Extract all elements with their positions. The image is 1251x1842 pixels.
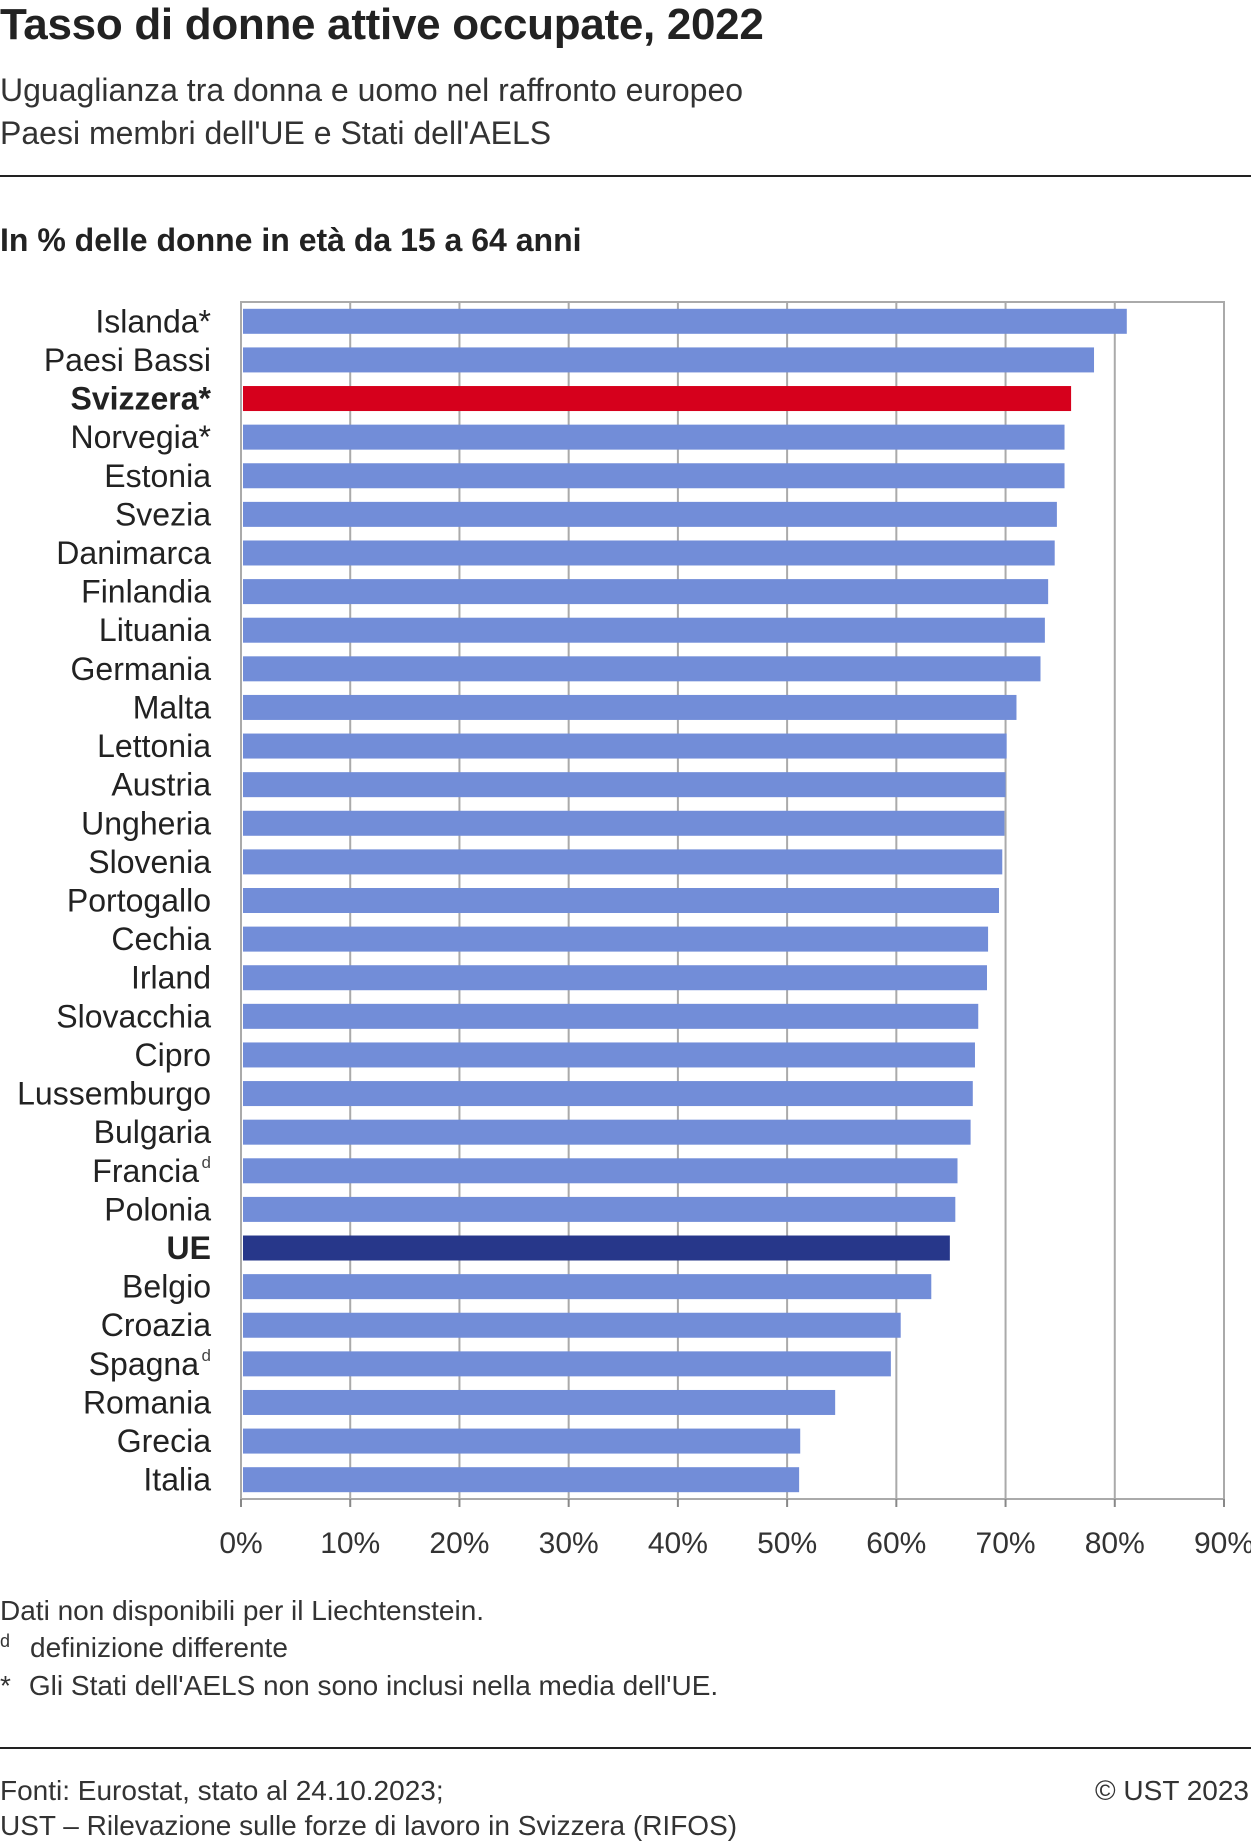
x-axis: 0% 10% 20% 30% 40% 50% 60% 70% 80% 90% bbox=[219, 1499, 1251, 1560]
category-label: Polonia bbox=[104, 1191, 211, 1227]
bar bbox=[243, 617, 1045, 643]
chart-subtitle: Uguaglianza tra donna e uomo nel raffron… bbox=[0, 72, 744, 108]
bar bbox=[243, 1274, 932, 1300]
bar bbox=[243, 1003, 979, 1029]
note-definition: d definizione differente bbox=[0, 1631, 288, 1664]
bar bbox=[243, 1428, 801, 1454]
x-tick-label: 40% bbox=[648, 1527, 708, 1560]
category-label: Belgio bbox=[122, 1269, 211, 1305]
category-label: Slovenia bbox=[88, 844, 211, 880]
bar bbox=[243, 694, 1017, 720]
bar bbox=[243, 1235, 950, 1261]
category-label: Lettonia bbox=[97, 728, 211, 764]
bar bbox=[243, 1042, 975, 1068]
category-label: Italia bbox=[143, 1462, 211, 1498]
bar bbox=[243, 656, 1041, 682]
category-label: Estonia bbox=[104, 458, 211, 494]
note-definition-mark: d bbox=[0, 1631, 11, 1651]
bar bbox=[243, 1312, 901, 1338]
category-superscript: d bbox=[202, 1153, 211, 1172]
source-line-2: UST – Rilevazione sulle forze di lavoro … bbox=[0, 1810, 738, 1841]
bar bbox=[243, 308, 1127, 334]
category-label: Ungheria bbox=[81, 805, 211, 841]
footer-divider bbox=[0, 1747, 1251, 1749]
x-tick-label: 70% bbox=[976, 1527, 1036, 1560]
bar bbox=[243, 347, 1095, 373]
bar bbox=[243, 386, 1072, 412]
category-labels: Islanda*Paesi BassiSvizzera*Norvegia*Est… bbox=[17, 303, 211, 1497]
x-tick-label: 0% bbox=[219, 1527, 262, 1560]
copyright: © UST 2023 bbox=[1095, 1775, 1249, 1806]
unit-label: In % delle donne in età da 15 a 64 anni bbox=[0, 222, 582, 258]
x-tick-label: 90% bbox=[1194, 1527, 1251, 1560]
category-label: Svizzera* bbox=[70, 381, 211, 417]
bar bbox=[243, 772, 1006, 798]
note-definition-text: definizione differente bbox=[30, 1632, 288, 1663]
category-label: Austria bbox=[111, 767, 211, 803]
bar bbox=[243, 501, 1057, 527]
bars bbox=[243, 308, 1127, 1493]
note-aels-text: Gli Stati dell'AELS non sono inclusi nel… bbox=[28, 1670, 719, 1701]
x-tick-label: 80% bbox=[1085, 1527, 1145, 1560]
note-aels: * Gli Stati dell'AELS non sono inclusi ne… bbox=[0, 1670, 718, 1702]
bar bbox=[243, 810, 1005, 836]
bar bbox=[243, 1351, 891, 1377]
bar bbox=[243, 1158, 958, 1184]
category-label: Portogallo bbox=[67, 883, 211, 919]
note-aels-mark: * bbox=[0, 1670, 11, 1701]
bar bbox=[243, 1467, 800, 1493]
bar bbox=[243, 1196, 956, 1222]
x-tick-label: 50% bbox=[757, 1527, 817, 1560]
category-label: Lussemburgo bbox=[17, 1076, 211, 1112]
category-label: Bulgaria bbox=[94, 1114, 212, 1150]
category-label: Finlandia bbox=[81, 574, 211, 610]
category-label: Francia bbox=[92, 1153, 199, 1189]
category-label: Grecia bbox=[117, 1423, 211, 1459]
category-label: Islanda* bbox=[95, 303, 211, 339]
gridlines bbox=[240, 301, 1225, 1500]
category-label: Cipro bbox=[135, 1037, 211, 1073]
x-tick-label: 10% bbox=[320, 1527, 380, 1560]
category-label: Romania bbox=[83, 1384, 211, 1420]
bar bbox=[243, 849, 1003, 875]
category-label: Spagna bbox=[89, 1346, 200, 1382]
bar bbox=[243, 888, 1000, 913]
bar bbox=[243, 579, 1049, 605]
category-label: Irland bbox=[131, 960, 211, 996]
chart-subtitle-2: Paesi membri dell'UE e Stati dell'AELS bbox=[0, 115, 552, 151]
category-label: Danimarca bbox=[56, 535, 211, 571]
bar-chart: Islanda*Paesi BassiSvizzera*Norvegia*Est… bbox=[17, 301, 1251, 1560]
note-missing-data: Dati non disponibili per il Liechtenstei… bbox=[0, 1595, 485, 1626]
x-tick-label: 20% bbox=[429, 1527, 489, 1560]
category-label: Cechia bbox=[111, 921, 211, 957]
category-label: Svezia bbox=[115, 496, 211, 532]
chart-title: Tasso di donne attive occupate, 2022 bbox=[0, 0, 764, 49]
category-label: Lituania bbox=[99, 612, 211, 648]
source-line-1: Fonti: Eurostat, stato al 24.10.2023; bbox=[0, 1775, 444, 1806]
bar bbox=[243, 540, 1055, 566]
bar bbox=[243, 424, 1065, 450]
bar bbox=[243, 463, 1065, 489]
x-tick-label: 30% bbox=[539, 1527, 599, 1560]
bar bbox=[243, 926, 989, 952]
x-tick-label: 60% bbox=[866, 1527, 926, 1560]
category-label: Malta bbox=[133, 689, 211, 725]
category-label: Norvegia* bbox=[70, 419, 211, 455]
category-label: Slovacchia bbox=[56, 998, 211, 1034]
bar bbox=[243, 1389, 836, 1415]
bar bbox=[243, 965, 987, 991]
category-label: Croazia bbox=[101, 1307, 211, 1343]
category-label: Paesi Bassi bbox=[44, 342, 211, 378]
category-superscript: d bbox=[202, 1346, 211, 1365]
bar bbox=[243, 1081, 973, 1107]
category-label: UE bbox=[167, 1230, 211, 1266]
header-divider bbox=[0, 175, 1251, 177]
category-label: Germania bbox=[71, 651, 212, 687]
bar bbox=[243, 1119, 971, 1145]
bar bbox=[243, 733, 1007, 759]
